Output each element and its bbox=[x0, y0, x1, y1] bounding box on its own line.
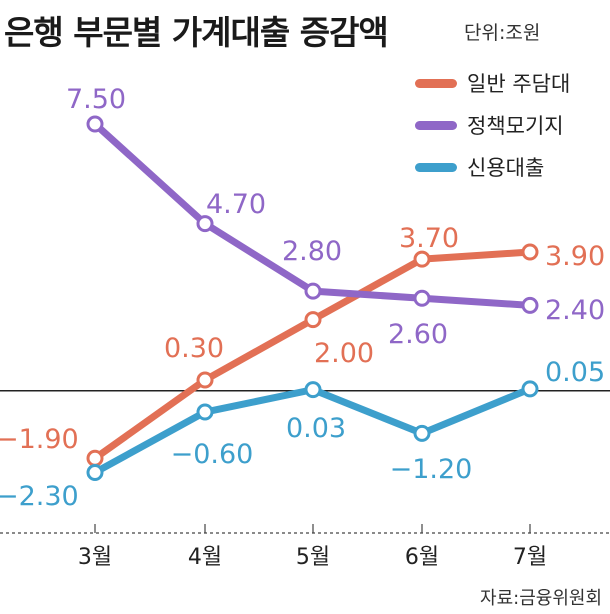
data-label-policy: 7.50 bbox=[66, 84, 126, 115]
data-point-mortgage bbox=[413, 250, 431, 268]
data-point-mortgage bbox=[304, 311, 322, 329]
data-label-mortgage: 2.00 bbox=[314, 338, 374, 369]
data-point-policy bbox=[86, 115, 104, 133]
source-note: 자료:금융위원회 bbox=[480, 588, 602, 609]
data-point-credit bbox=[196, 403, 214, 421]
data-label-mortgage: 0.30 bbox=[164, 333, 224, 364]
data-label-credit: −0.60 bbox=[171, 439, 254, 470]
chart-title: 은행 부문별 가계대출 증감액 bbox=[4, 13, 389, 52]
x-tick-label: 7월 bbox=[513, 545, 547, 570]
data-label-mortgage: 3.90 bbox=[545, 241, 605, 272]
legend-swatch-policy bbox=[415, 120, 457, 130]
data-label-policy: 4.70 bbox=[206, 189, 266, 220]
data-point-policy bbox=[521, 296, 539, 314]
data-label-policy: 2.80 bbox=[282, 236, 342, 267]
legend-swatch-mortgage bbox=[415, 78, 457, 88]
data-label-credit: −1.20 bbox=[390, 454, 473, 485]
x-tick-label: 3월 bbox=[78, 545, 112, 570]
legend-item-mortgage: 일반 주담대 bbox=[415, 62, 570, 104]
data-label-policy: 2.60 bbox=[388, 319, 448, 350]
unit-label: 단위:조원 bbox=[464, 22, 541, 44]
data-point-credit bbox=[304, 381, 322, 399]
x-tick-label: 4월 bbox=[188, 545, 222, 570]
x-tick-label: 5월 bbox=[296, 545, 330, 570]
data-point-mortgage bbox=[86, 449, 104, 467]
data-point-credit bbox=[86, 463, 104, 481]
data-point-credit bbox=[413, 424, 431, 442]
data-point-policy bbox=[196, 215, 214, 233]
legend: 일반 주담대 정책모기지 신용대출 bbox=[415, 62, 570, 188]
x-tick-label: 6월 bbox=[405, 545, 439, 570]
data-point-mortgage bbox=[196, 371, 214, 389]
legend-label-mortgage: 일반 주담대 bbox=[467, 72, 571, 96]
data-label-credit: 0.03 bbox=[286, 413, 346, 444]
data-label-policy: 2.40 bbox=[545, 295, 605, 326]
legend-label-credit: 신용대출 bbox=[467, 156, 545, 180]
data-label-credit: 0.05 bbox=[545, 357, 605, 388]
data-label-credit: −2.30 bbox=[0, 481, 79, 512]
data-point-mortgage bbox=[521, 243, 539, 261]
data-label-mortgage: −1.90 bbox=[0, 424, 79, 455]
data-label-mortgage: 3.70 bbox=[399, 223, 459, 254]
data-point-credit bbox=[521, 380, 539, 398]
legend-item-credit: 신용대출 bbox=[415, 146, 570, 188]
legend-item-policy: 정책모기지 bbox=[415, 104, 570, 146]
legend-label-policy: 정책모기지 bbox=[467, 114, 564, 138]
legend-swatch-credit bbox=[415, 162, 457, 172]
data-point-policy bbox=[304, 282, 322, 300]
data-point-policy bbox=[413, 289, 431, 307]
